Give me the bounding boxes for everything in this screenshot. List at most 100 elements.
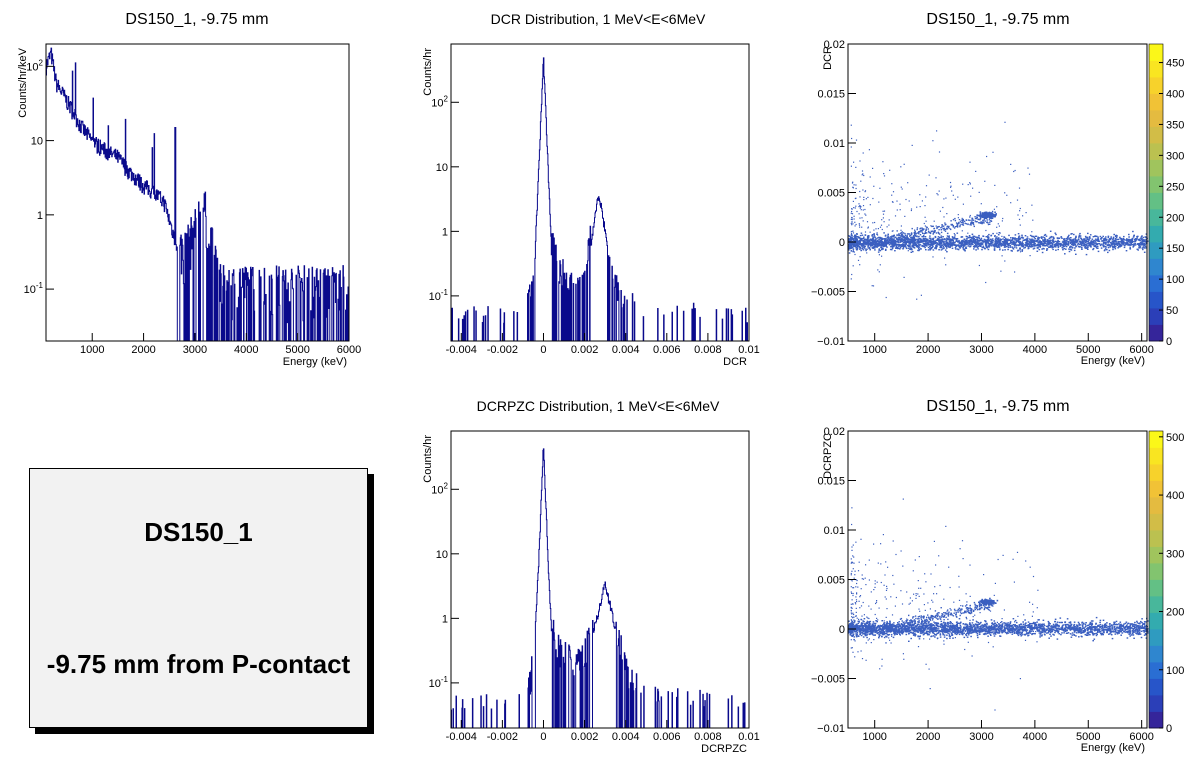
scatter-point [994,238,997,241]
scatter-point [911,144,913,146]
scatter-point [1026,239,1028,242]
scatter-point [1040,625,1043,628]
scatter-point [1136,624,1138,627]
scatter-point [954,630,957,633]
scatter-point [949,244,952,247]
scatter-point [903,163,905,165]
scatter-point [901,240,903,242]
scatter-point [980,222,982,224]
scatter-point [943,634,946,636]
scatter-point [908,245,911,248]
scatter-point [973,631,975,633]
scatter-point [942,225,945,227]
scatter-point [968,632,971,634]
scatter-point [927,625,929,628]
scatter-point [852,181,854,183]
scatter-point [1115,240,1117,242]
scatter-point [980,237,983,240]
scatter-point [961,236,963,238]
scatter-point [1143,239,1145,241]
scatter-point [886,624,888,626]
scatter-point [905,237,908,240]
scatter-point [1024,235,1027,237]
scatter-point [910,625,912,627]
scatter-point [879,627,882,630]
scatter-point [1017,634,1020,637]
scatter-point [867,196,869,198]
scatter-point [855,184,857,186]
scatter-point [1113,242,1116,245]
scatter-point [1027,246,1030,248]
scatter-point [1084,239,1086,241]
scatter-point [850,237,852,240]
scatter-point [967,630,969,632]
scatter-point [854,237,856,239]
scatter-point [1091,622,1093,624]
scatter-point [976,236,978,238]
scatter-point [1036,244,1038,247]
scatter-point [850,236,853,238]
scatter-point [1010,241,1012,243]
scatter-point [969,183,971,185]
scatter-points [848,121,1149,300]
scatter-point [986,244,988,246]
scatter-point [968,235,971,237]
scatter-point [1139,633,1142,635]
scatter-point [947,629,950,632]
scatter-point [946,245,948,248]
scatter-point [977,248,979,250]
scatter-point [1139,245,1142,247]
scatter-point [910,239,912,241]
scatter-point [1052,633,1054,636]
scatter-point [1069,621,1072,623]
scatter-point [954,226,957,228]
scatter-point [1019,251,1022,253]
scatter-point [978,244,981,247]
color-scale-bin [1149,242,1163,259]
scatter-point [943,242,945,244]
scatter-point [908,241,910,244]
scatter-point [987,248,990,251]
scatter-point [1089,237,1091,240]
scatter-point [1104,242,1107,244]
scatter-point [1069,242,1072,244]
scatter-point [981,248,983,251]
scatter-point [1041,248,1043,250]
scatter-point [1050,236,1053,238]
scatter-point [864,231,867,233]
scatter-point [1031,204,1033,206]
scatter-point [947,632,949,634]
scatter-point [1104,238,1106,240]
scatter-point [947,227,950,229]
scatter-point [958,222,960,225]
scatter-point [1070,249,1073,251]
scatter-point [913,236,915,238]
scatter-point [980,216,982,219]
scatter-point [858,223,860,225]
scatter-point [983,211,986,214]
scatter-point [891,244,894,246]
scatter-point [1061,625,1064,627]
scatter-point [1038,248,1041,251]
scatter-point [881,255,883,257]
scatter-point [1015,247,1018,249]
x-tick-label: 1000 [80,344,104,356]
scatter-point [1063,243,1066,245]
scatter-point [1132,230,1134,233]
scatter-point [917,249,919,252]
scatter-point [953,625,956,627]
scatter-point [1138,247,1140,249]
scatter-point [1137,249,1139,251]
scatter-point [966,636,969,638]
scatter-point [1053,244,1056,246]
scatter-point [993,215,995,218]
scatter-point [963,636,966,639]
scatter-point [1032,219,1034,221]
scatter-point [1048,237,1051,240]
scatter-point [940,249,943,251]
scatter-point [963,245,965,248]
scatter-point [966,623,968,626]
scatter-point [893,242,896,244]
scatter-point [949,622,951,624]
